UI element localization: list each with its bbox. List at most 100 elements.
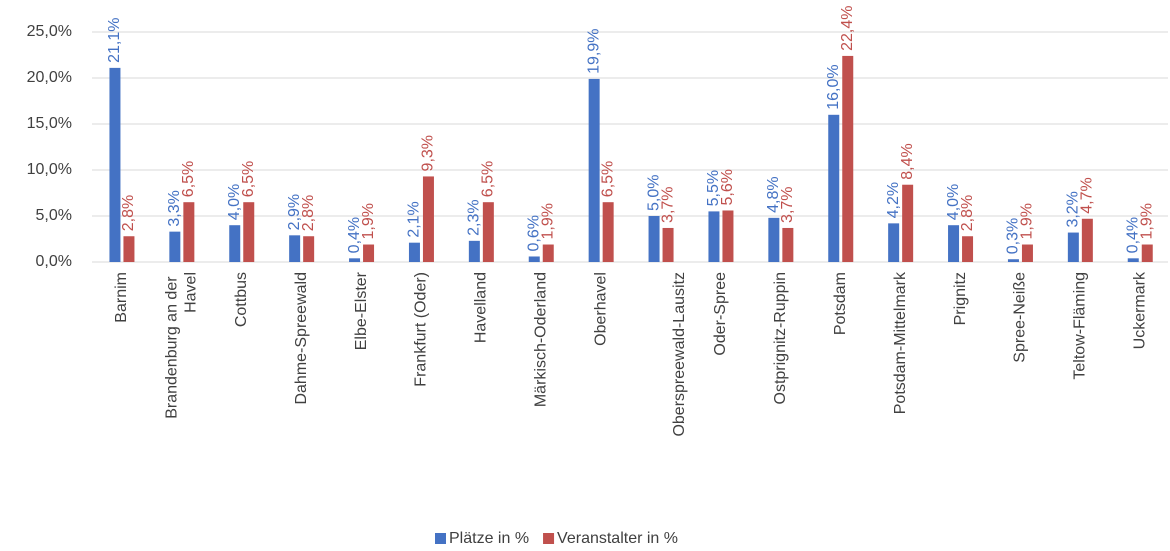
y-tick-label: 25,0%	[27, 23, 72, 40]
value-label: 0,3%	[1005, 218, 1022, 254]
x-tick-label: Spree-Neiße	[1012, 272, 1029, 363]
bar	[602, 202, 614, 262]
value-label: 0,4%	[346, 217, 363, 253]
bar	[1141, 244, 1153, 262]
x-tick-label: Märkisch-Oderland	[532, 272, 549, 407]
legend-swatch	[543, 533, 555, 544]
bar	[648, 216, 660, 262]
value-label: 4,0%	[945, 184, 962, 220]
value-label: 3,7%	[779, 186, 796, 222]
value-label: 1,9%	[1138, 203, 1155, 239]
bar	[708, 211, 720, 262]
bar	[169, 231, 181, 262]
x-tick-label: Potsdam-Mittelmark	[892, 271, 909, 414]
value-label: 1,9%	[360, 203, 377, 239]
value-label: 22,4%	[839, 6, 856, 51]
x-tick-label: Brandenburg an der Havel	[163, 272, 199, 419]
bar	[1081, 218, 1093, 262]
x-tick-label: Ostprignitz-Ruppin	[772, 272, 789, 405]
bar	[948, 225, 960, 262]
value-label: 2,9%	[286, 194, 303, 230]
bar	[842, 55, 854, 262]
value-label: 3,3%	[166, 190, 183, 226]
y-tick-label: 20,0%	[27, 69, 72, 86]
x-tick-label-line: Brandenburg an der	[163, 272, 180, 419]
bar	[662, 227, 674, 262]
value-label: 2,8%	[120, 195, 137, 231]
bar	[962, 236, 974, 262]
bar	[1021, 244, 1033, 262]
value-label: 5,5%	[705, 170, 722, 206]
value-label: 5,6%	[719, 169, 736, 205]
bar	[363, 244, 375, 262]
bar	[422, 176, 434, 262]
value-label: 21,1%	[106, 18, 123, 63]
x-tick-label: Prignitz	[952, 272, 969, 325]
bar	[183, 202, 195, 262]
value-label: 16,0%	[825, 64, 842, 109]
x-tick-label-line: Havel	[183, 272, 200, 313]
bar	[542, 244, 554, 262]
y-tick-label: 15,0%	[27, 115, 72, 132]
value-label: 2,1%	[406, 201, 423, 237]
x-tick-label: Havelland	[473, 272, 490, 343]
bar	[482, 202, 494, 262]
x-tick-label: Uckermark	[1131, 271, 1148, 349]
value-label: 1,9%	[1019, 203, 1036, 239]
bar	[408, 242, 420, 262]
legend-label: Plätze in %	[449, 530, 529, 547]
x-tick-label: Frankfurt (Oder)	[413, 272, 430, 387]
x-tick-label: Cottbus	[233, 272, 250, 327]
value-label: 4,0%	[226, 184, 243, 220]
bar	[109, 67, 121, 262]
x-tick-label: Barnim	[113, 272, 130, 323]
bar	[722, 210, 734, 262]
bar	[902, 184, 914, 262]
value-label: 6,5%	[480, 161, 497, 197]
value-label: 2,8%	[300, 195, 317, 231]
bar	[528, 256, 540, 262]
value-label: 8,4%	[899, 143, 916, 179]
bar	[768, 217, 780, 262]
bar	[243, 202, 255, 262]
x-tick-label: Elbe-Elster	[353, 271, 370, 350]
value-label: 0,4%	[1124, 217, 1141, 253]
x-tick-label: Dahme-Spreewald	[293, 272, 310, 405]
value-label: 6,5%	[180, 161, 197, 197]
y-tick-label: 0,0%	[36, 253, 72, 270]
bar	[303, 236, 315, 262]
legend-swatch	[435, 533, 446, 544]
bar	[782, 227, 794, 262]
x-tick-label: Oberhavel	[592, 272, 609, 346]
value-label: 2,3%	[466, 199, 483, 235]
bar	[289, 235, 301, 262]
value-label: 19,9%	[585, 29, 602, 74]
value-label: 4,7%	[1079, 177, 1096, 213]
value-label: 0,6%	[525, 215, 542, 251]
x-tick-label: Potsdam	[832, 272, 849, 335]
bar	[1067, 232, 1079, 262]
value-label: 1,9%	[539, 203, 556, 239]
value-label: 6,5%	[240, 161, 257, 197]
value-label: 5,0%	[645, 175, 662, 211]
bar	[828, 114, 840, 262]
bar	[888, 223, 900, 262]
bar	[1127, 258, 1139, 262]
value-label: 4,2%	[885, 182, 902, 218]
bar	[588, 78, 600, 262]
y-tick-label: 5,0%	[36, 207, 72, 224]
bar	[468, 240, 480, 262]
x-tick-label: Oberspreewald-Lausitz	[671, 272, 688, 437]
value-label: 4,8%	[765, 176, 782, 212]
value-label: 6,5%	[599, 161, 616, 197]
value-label: 3,2%	[1065, 191, 1082, 227]
value-label: 3,7%	[659, 186, 676, 222]
value-label: 9,3%	[420, 135, 437, 171]
x-tick-label: Oder-Spree	[712, 272, 729, 356]
y-tick-label: 10,0%	[27, 161, 72, 178]
x-tick-label: Teltow-Fläming	[1072, 272, 1089, 380]
bar	[349, 258, 361, 262]
x-tick-label-line: Oberspreewald-Lausitz	[671, 272, 688, 437]
legend-label: Veranstalter in %	[557, 530, 678, 547]
